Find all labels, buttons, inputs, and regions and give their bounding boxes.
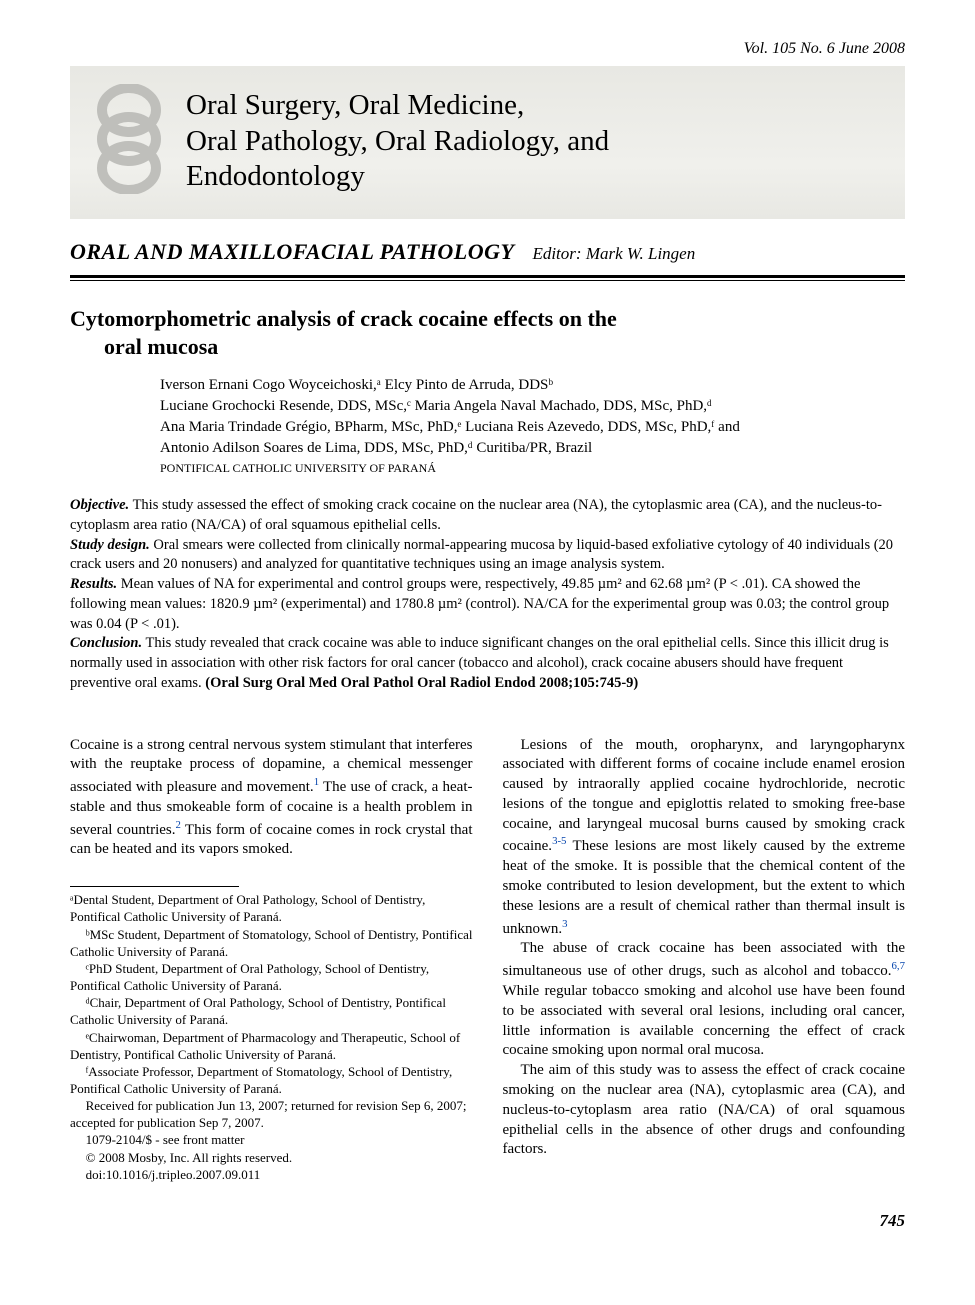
author-line: Luciane Grochocki Resende, DDS, MSc,ᶜ Ma…	[160, 396, 905, 417]
body-paragraph: Cocaine is a strong central nervous syst…	[70, 736, 473, 861]
reference-6-7[interactable]: 6,7	[892, 960, 906, 972]
article-title: Cytomorphometric analysis of crack cocai…	[70, 305, 905, 361]
abstract-objective: Objective. This study assessed the effec…	[70, 496, 905, 535]
journal-title-line: Oral Pathology, Oral Radiology, and	[186, 125, 609, 157]
reference-3-5[interactable]: 3-5	[552, 835, 566, 847]
footnote-line: ᶠAssociate Professor, Department of Stom…	[70, 1063, 473, 1097]
footnote-line: ᵉChairwoman, Department of Pharmacology …	[70, 1029, 473, 1063]
abstract-text: Oral smears were collected from clinical…	[70, 537, 893, 573]
article-title-line: oral mucosa	[70, 333, 905, 361]
footnote-line: ᶜPhD Student, Department of Oral Patholo…	[70, 960, 473, 994]
article-title-line: Cytomorphometric analysis of crack cocai…	[70, 306, 617, 331]
editor-prefix: Editor:	[532, 244, 581, 263]
journal-title-line: Endodontology	[186, 160, 365, 192]
body-columns: Cocaine is a strong central nervous syst…	[70, 736, 905, 1183]
journal-title: Oral Surgery, Oral Medicine, Oral Pathol…	[186, 88, 609, 194]
journal-logo-icon	[90, 84, 168, 199]
section-header: ORAL AND MAXILLOFACIAL PATHOLOGY Editor:…	[70, 239, 905, 265]
footnote-line: Received for publication Jun 13, 2007; r…	[70, 1097, 473, 1131]
footnote-line: ᵇMSc Student, Department of Stomatology,…	[70, 926, 473, 960]
abstract-design: Study design. Oral smears were collected…	[70, 536, 905, 575]
journal-banner: Oral Surgery, Oral Medicine, Oral Pathol…	[70, 66, 905, 219]
body-paragraph: The aim of this study was to assess the …	[503, 1061, 906, 1160]
abstract-text: Mean values of NA for experimental and c…	[70, 576, 889, 631]
editor-info: Editor: Mark W. Lingen	[532, 244, 695, 264]
author-line: Antonio Adilson Soares de Lima, DDS, MSc…	[160, 438, 905, 459]
footnote-line: doi:10.1016/j.tripleo.2007.09.011	[70, 1166, 473, 1183]
footnotes: ᵃDental Student, Department of Oral Path…	[70, 891, 473, 1183]
body-text: While regular tobacco smoking and alcoho…	[503, 983, 906, 1058]
footnote-line: ᵈChair, Department of Oral Pathology, Sc…	[70, 994, 473, 1028]
footnote-divider	[70, 886, 239, 887]
author-block: Iverson Ernani Cogo Woyceichoski,ᵃ Elcy …	[70, 375, 905, 476]
author-line: Iverson Ernani Cogo Woyceichoski,ᵃ Elcy …	[160, 375, 905, 396]
abstract-block: Objective. This study assessed the effec…	[70, 496, 905, 693]
body-paragraph: Lesions of the mouth, oropharynx, and la…	[503, 736, 906, 940]
author-line: Ana Maria Trindade Grégio, BPharm, MSc, …	[160, 417, 905, 438]
abstract-label: Conclusion.	[70, 635, 142, 651]
abstract-label: Study design.	[70, 537, 150, 553]
page-number: 745	[70, 1211, 905, 1231]
body-text: The abuse of crack cocaine has been asso…	[503, 940, 906, 979]
body-text: The aim of this study was to assess the …	[503, 1062, 906, 1157]
footnote-line: © 2008 Mosby, Inc. All rights reserved.	[70, 1149, 473, 1166]
abstract-results: Results. Mean values of NA for experimen…	[70, 575, 905, 634]
reference-3[interactable]: 3	[562, 918, 567, 930]
divider-thick	[70, 275, 905, 278]
section-label: ORAL AND MAXILLOFACIAL PATHOLOGY	[70, 239, 514, 265]
abstract-text: This study assessed the effect of smokin…	[70, 497, 882, 533]
right-column: Lesions of the mouth, oropharynx, and la…	[503, 736, 906, 1183]
footnote-line: ᵃDental Student, Department of Oral Path…	[70, 891, 473, 925]
page-container: Vol. 105 No. 6 June 2008 Oral Surgery, O…	[0, 0, 975, 1266]
body-paragraph: The abuse of crack cocaine has been asso…	[503, 939, 906, 1061]
left-column: Cocaine is a strong central nervous syst…	[70, 736, 473, 1183]
affiliation: PONTIFICAL CATHOLIC UNIVERSITY OF PARANÁ	[160, 461, 905, 476]
issue-info: Vol. 105 No. 6 June 2008	[70, 40, 905, 58]
abstract-citation: (Oral Surg Oral Med Oral Pathol Oral Rad…	[205, 675, 638, 691]
abstract-conclusion: Conclusion. This study revealed that cra…	[70, 634, 905, 693]
divider-thin	[70, 280, 905, 281]
journal-title-line: Oral Surgery, Oral Medicine,	[186, 89, 524, 121]
abstract-label: Objective.	[70, 497, 129, 513]
abstract-label: Results.	[70, 576, 117, 592]
footnote-line: 1079-2104/$ - see front matter	[70, 1131, 473, 1148]
editor-name: Mark W. Lingen	[586, 244, 695, 263]
authors: Iverson Ernani Cogo Woyceichoski,ᵃ Elcy …	[160, 375, 905, 459]
